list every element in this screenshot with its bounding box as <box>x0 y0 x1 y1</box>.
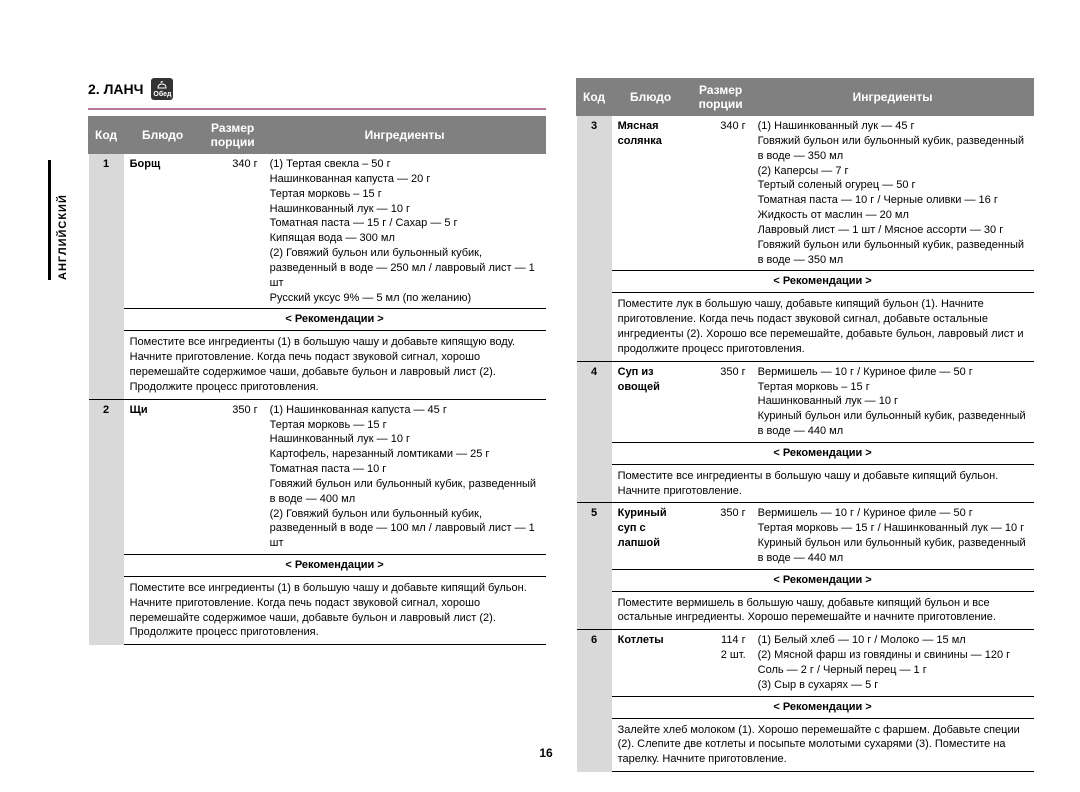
recommendation-header: < Рекомендации > <box>612 569 1034 591</box>
code-cell: 6 <box>577 630 612 772</box>
size-cell: 340 г <box>690 116 752 271</box>
left-column: 2. ЛАНЧ Обед Код Блюдо Размер порции Инг… <box>88 78 546 772</box>
recommendation-header: < Рекомендации > <box>124 309 546 331</box>
dish-cell: Борщ <box>124 154 202 309</box>
size-cell: 340 г <box>202 154 264 309</box>
size-cell: 350 г <box>202 399 264 554</box>
recommendation-text: Залейте хлеб молоком (1). Хорошо перемеш… <box>612 718 1034 772</box>
col-header-size: Размер порции <box>690 79 752 116</box>
lunch-icon: Обед <box>151 78 173 100</box>
recommendation-text: Поместите все ингредиенты (1) в большую … <box>124 576 546 644</box>
dish-cell: Суп из овощей <box>612 361 690 442</box>
side-language-tab: АНГЛИЙСКИЙ <box>48 160 69 280</box>
lunch-icon-label: Обед <box>153 91 171 98</box>
section-title: 2. ЛАНЧ Обед <box>88 78 546 100</box>
col-header-dish: Блюдо <box>612 79 690 116</box>
ingredients-cell: (1) Тертая свекла – 50 гНашинкованная ка… <box>264 154 546 309</box>
col-header-code: Код <box>89 117 124 154</box>
size-cell: 114 г2 шт. <box>690 630 752 696</box>
ingredients-cell: (1) Нашинкованный лук — 45 гГовяжий буль… <box>752 116 1034 271</box>
col-header-ing: Ингредиенты <box>752 79 1034 116</box>
recommendation-header: < Рекомендации > <box>612 696 1034 718</box>
recommendation-text: Поместите все ингредиенты в большую чашу… <box>612 464 1034 503</box>
code-cell: 3 <box>577 116 612 362</box>
code-cell: 4 <box>577 361 612 503</box>
recommendation-text: Поместите вермишель в большую чашу, доба… <box>612 591 1034 630</box>
section-title-text: 2. ЛАНЧ <box>88 81 143 97</box>
code-cell: 2 <box>89 399 124 645</box>
size-cell: 350 г <box>690 361 752 442</box>
recommendation-header: < Рекомендации > <box>124 555 546 577</box>
col-header-dish: Блюдо <box>124 117 202 154</box>
ingredients-cell: (1) Белый хлеб — 10 г / Молоко — 15 мл(2… <box>752 630 1034 696</box>
code-cell: 1 <box>89 154 124 400</box>
ingredients-cell: (1) Нашинкованная капуста — 45 гТертая м… <box>264 399 546 554</box>
code-cell: 5 <box>577 503 612 630</box>
recommendation-header: < Рекомендации > <box>612 442 1034 464</box>
col-header-ing: Ингредиенты <box>264 117 546 154</box>
size-cell: 350 г <box>690 503 752 569</box>
recommendation-header: < Рекомендации > <box>612 271 1034 293</box>
dish-cell: Щи <box>124 399 202 554</box>
recipes-table-right: Код Блюдо Размер порции Ингредиенты 3Мяс… <box>576 78 1034 772</box>
col-header-size: Размер порции <box>202 117 264 154</box>
recommendation-text: Поместите лук в большую чашу, добавьте к… <box>612 293 1034 361</box>
recipes-table-left: Код Блюдо Размер порции Ингредиенты 1Бор… <box>88 116 546 645</box>
recommendation-text: Поместите все ингредиенты (1) в большую … <box>124 331 546 399</box>
dish-cell: Куриный суп с лапшой <box>612 503 690 569</box>
right-column: Код Блюдо Размер порции Ингредиенты 3Мяс… <box>576 78 1034 772</box>
dish-cell: Мясная солянка <box>612 116 690 271</box>
dish-cell: Котлеты <box>612 630 690 696</box>
ingredients-cell: Вермишель — 10 г / Куриное филе — 50 гТе… <box>752 361 1034 442</box>
page-number: 16 <box>539 746 552 760</box>
ingredients-cell: Вермишель — 10 г / Куриное филе — 50 гТе… <box>752 503 1034 569</box>
divider <box>88 108 546 110</box>
col-header-code: Код <box>577 79 612 116</box>
